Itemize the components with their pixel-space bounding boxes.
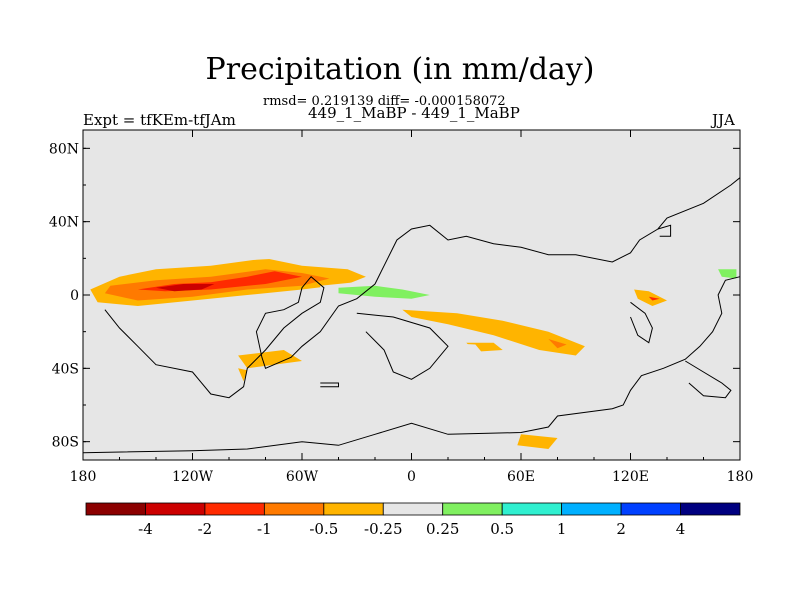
colorbar-label: -2 [198,520,213,538]
colorbar: -4 -2 -1 -0.5 -0.25 0.25 0.5 1 2 4 [85,502,741,538]
colorbar-label: 2 [616,520,626,538]
coastline [657,224,672,237]
colorbar-label: -4 [138,520,153,538]
coastline [104,177,741,399]
colorbar-swatch [680,502,741,516]
plot-area [82,130,741,460]
colorbar-label: 1 [557,520,567,538]
y-tick-label: 40S [52,361,79,377]
colorbar-label: 0.5 [490,520,514,538]
coastline [82,276,741,454]
precip-anomaly-region [84,263,98,279]
colorbar-swatch [263,502,325,516]
colorbar-label: -0.5 [309,520,338,538]
colorbar-swatch [561,502,622,516]
colorbar-swatch [204,502,265,516]
y-tick-label: 80N [49,141,79,157]
x-tick-label: 120W [172,469,214,485]
y-tick-label: 80S [52,435,79,451]
chart-title: Precipitation (in mm/day) [205,52,595,87]
precip-anomaly-region [402,309,585,356]
precip-anomaly-region [718,269,737,279]
colorbar-label: -1 [257,520,272,538]
precip-anomaly-region [156,284,215,292]
coastline [685,360,732,399]
colorbar-label: 4 [676,520,686,538]
precip-anomaly-region [548,339,567,349]
precip-anomaly-region [438,342,485,356]
x-tick-label: 180 [727,469,754,485]
precip-anomaly-region [429,262,549,277]
precip-anomaly-region [612,381,640,396]
x-tick-label: 60E [507,469,535,485]
x-tick-label: 60W [286,469,319,485]
precip-anomaly-region [238,368,248,382]
precip-anomaly-region [648,296,660,301]
y-tick-label: 0 [70,288,79,304]
colorbar-swatch [382,502,444,516]
precip-anomaly-region [338,285,430,299]
x-tick-label: 180 [70,469,97,485]
stats-line: rmsd= 0.219139 diff= -0.000158072 [263,94,506,109]
y-tick-label: 40N [49,215,79,231]
precip-anomaly-region [210,247,284,261]
coastline [356,312,449,380]
coastline [630,301,653,344]
colorbar-swatch [501,502,563,516]
coastline [320,382,339,388]
precip-anomaly-region [521,236,576,246]
colorbar-swatch [145,502,206,516]
precip-anomaly-region [238,350,302,369]
colorbar-swatch [442,502,503,516]
season-label: JJA [712,111,735,129]
experiment-label: Expt = tfKEm-tfJAm [83,111,236,129]
chart-subtitle: 449_1_MaBP - 449_1_MaBP [308,104,520,122]
precip-anomaly-region [517,434,558,449]
colorbar-swatch [85,502,146,516]
precip-anomaly-region [101,254,156,266]
colorbar-swatch [620,502,681,516]
colorbar-swatch [323,502,384,516]
colorbar-label: -0.25 [364,520,402,538]
colorbar-label: 0.25 [426,520,459,538]
axes: 180 120W 60W 0 60E 120E 180 80N 40N 0 40S 80S [49,129,754,485]
precip-anomaly-region [630,350,667,372]
x-tick-label: 0 [407,469,416,485]
x-tick-label: 120E [612,469,649,485]
